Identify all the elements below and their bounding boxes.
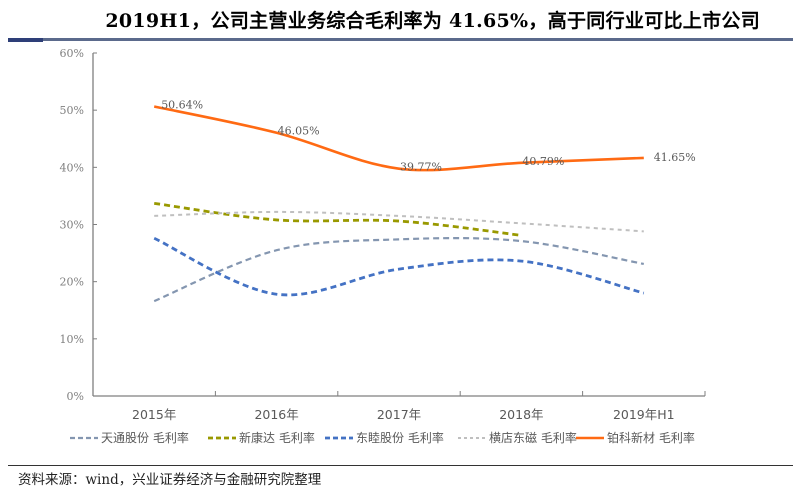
title-underline-accent bbox=[8, 38, 43, 42]
legend-label-5: 铂科新材 毛利率 bbox=[607, 430, 695, 445]
data-label: 50.64% bbox=[161, 99, 203, 112]
title-underline bbox=[8, 38, 793, 41]
x-tick-label: 2016年 bbox=[254, 407, 298, 422]
series-line-2 bbox=[154, 201, 522, 237]
x-tick-label: 2019年H1 bbox=[613, 407, 675, 422]
y-tick-label: 60% bbox=[60, 47, 84, 60]
x-tick-label: 2018年 bbox=[499, 407, 543, 422]
source-divider bbox=[8, 465, 793, 466]
axes: 0% 10% 20% 30% 40% 50% 60% 2015年 2016年 2017年 2018年… bbox=[60, 47, 706, 422]
y-tick-label: 20% bbox=[60, 276, 84, 289]
x-tick-label: 2015年 bbox=[132, 407, 176, 422]
y-tick-label: 40% bbox=[60, 161, 84, 174]
legend-label-2: 新康达 毛利率 bbox=[239, 430, 315, 445]
chart-title: 2019H1，公司主营业务综合毛利率为 41.65%，高于同行业可比上市公司 bbox=[105, 10, 760, 32]
y-tick-label: 0% bbox=[67, 390, 84, 403]
data-labels: 50.64% 46.05% 39.77% 40.79% 41.65% bbox=[161, 99, 696, 174]
x-tick-label: 2017年 bbox=[377, 407, 421, 422]
legend-label-4: 横店东磁 毛利率 bbox=[489, 430, 577, 445]
data-label: 39.77% bbox=[400, 161, 442, 174]
data-label: 41.65% bbox=[654, 151, 696, 164]
series-lines bbox=[153, 105, 645, 303]
legend-label-1: 天通股份 毛利率 bbox=[101, 430, 189, 445]
y-tick-label: 50% bbox=[60, 104, 84, 117]
y-tick-label: 30% bbox=[60, 219, 84, 232]
data-label: 46.05% bbox=[278, 125, 320, 138]
series-line-4 bbox=[154, 210, 644, 233]
source-note: 资料来源：wind，兴业证券经济与金融研究院整理 bbox=[18, 472, 322, 488]
data-label: 40.79% bbox=[522, 155, 564, 168]
y-tick-label: 10% bbox=[60, 333, 84, 346]
legend-label-3: 东睦股份 毛利率 bbox=[356, 430, 444, 445]
series-line-3 bbox=[153, 236, 645, 297]
legend: 天通股份 毛利率 新康达 毛利率 东睦股份 毛利率 横店东磁 毛利率 铂科新材 毛利率 bbox=[70, 430, 695, 445]
series-line-5 bbox=[153, 105, 644, 172]
series-line-1 bbox=[153, 237, 645, 303]
